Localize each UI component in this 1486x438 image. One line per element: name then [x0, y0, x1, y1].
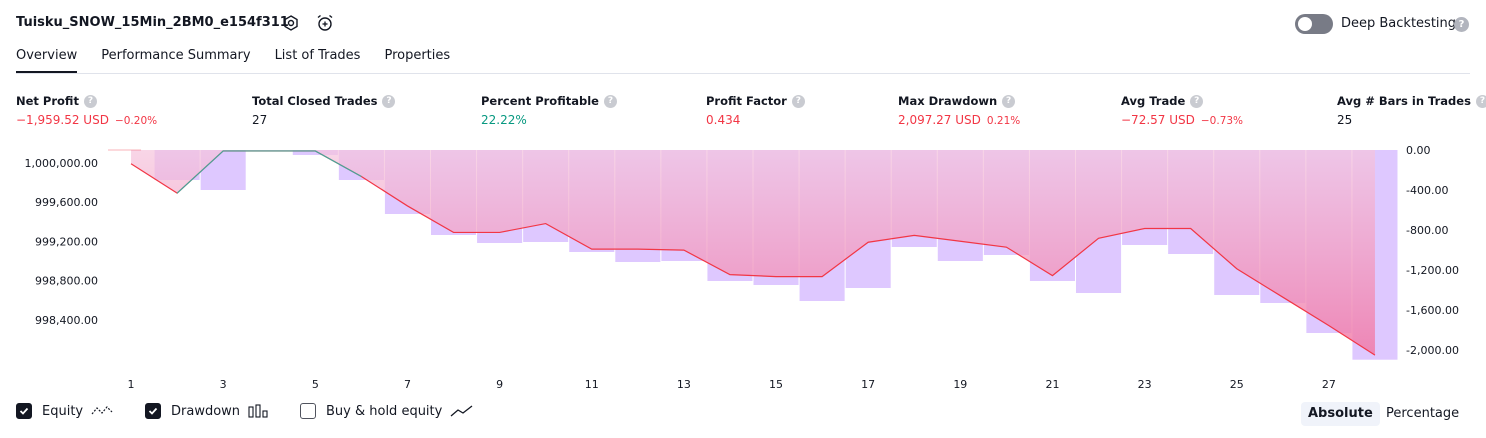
- tab-properties[interactable]: Properties: [384, 48, 451, 63]
- metric-percent: −0.73%: [1200, 115, 1244, 127]
- help-icon[interactable]: ?: [1190, 94, 1204, 108]
- buy-hold-checkbox[interactable]: [300, 403, 316, 419]
- tab-list-of-trades[interactable]: List of Trades: [274, 48, 361, 63]
- strategy-name: Tuisku_SNOW_15Min_2BM0_e154f311: [16, 15, 289, 30]
- legend-buy-hold[interactable]: Buy & hold equity: [300, 403, 474, 419]
- x-axis-tick: 19: [953, 378, 967, 391]
- toggle-knob: [1298, 17, 1312, 31]
- metric-label: Profit Factor: [706, 94, 787, 108]
- drawdown-bars-icon: [248, 404, 268, 418]
- right-axis-tick: 0.00: [1406, 144, 1431, 157]
- drawdown-bar: [292, 150, 338, 155]
- legend-drawdown-label: Drawdown: [171, 403, 241, 419]
- equity-layer: [108, 149, 1376, 356]
- x-axis-tick: 5: [312, 378, 319, 391]
- left-axis-tick: 999,600.00: [35, 196, 98, 209]
- buy-hold-line-icon: [450, 405, 473, 417]
- right-axis-tick: -800.00: [1406, 224, 1448, 237]
- x-axis-tick: 9: [496, 378, 503, 391]
- help-icon[interactable]: ?: [1475, 94, 1486, 108]
- metric-total-closed-trades: Total Closed Trades? 27: [252, 94, 396, 127]
- x-axis-tick: 15: [769, 378, 783, 391]
- left-axis: 1,000,000.00 999,600.00 999,200.00 998,800.…: [25, 157, 98, 327]
- metric-label: Net Profit: [16, 94, 79, 108]
- help-icon[interactable]: ?: [1002, 94, 1016, 108]
- equity-area-negative: [131, 150, 1375, 356]
- settings-icon[interactable]: [281, 13, 301, 33]
- metric-value: −72.57 USD: [1121, 113, 1195, 127]
- tab-overview[interactable]: Overview: [16, 48, 78, 74]
- settings-icon-glyph: [284, 15, 298, 31]
- metric-percent: 0.21%: [986, 115, 1021, 127]
- metric-label: Total Closed Trades: [252, 94, 378, 108]
- x-axis-tick: 13: [677, 378, 691, 391]
- mode-percentage-button[interactable]: Percentage: [1386, 406, 1460, 421]
- metric-value: 2,097.27 USD: [898, 113, 981, 127]
- left-axis-tick: 999,200.00: [35, 235, 98, 248]
- legend-drawdown[interactable]: Drawdown: [145, 403, 270, 419]
- x-axis-tick: 21: [1045, 378, 1059, 391]
- deep-backtesting-toggle[interactable]: [1295, 14, 1333, 34]
- x-axis-tick: 17: [861, 378, 875, 391]
- metric-profit-factor: Profit Factor? 0.434: [706, 94, 805, 127]
- left-axis-tick: 998,400.00: [35, 314, 98, 327]
- metric-net-profit: Net Profit? −1,959.52 USD −0.20%: [16, 94, 157, 127]
- check-icon: [19, 407, 29, 415]
- metric-value: 27: [252, 113, 268, 127]
- metric-label: Avg Trade: [1121, 94, 1186, 108]
- legend-buy-hold-label: Buy & hold equity: [326, 403, 443, 419]
- metric-avg-trade: Avg Trade? −72.57 USD −0.73%: [1121, 94, 1243, 127]
- x-axis-tick: 3: [220, 378, 227, 391]
- mode-absolute-button[interactable]: Absolute: [1301, 402, 1380, 426]
- drawdown-checkbox[interactable]: [145, 403, 161, 419]
- x-axis-tick: 7: [404, 378, 411, 391]
- tab-performance-summary[interactable]: Performance Summary: [101, 48, 251, 63]
- help-icon[interactable]: ?: [1454, 17, 1469, 32]
- metric-label: Percent Profitable: [481, 94, 599, 108]
- right-axis-tick: -400.00: [1406, 184, 1448, 197]
- metric-avg-bars-in-trades: Avg # Bars in Trades? 25: [1337, 94, 1486, 127]
- equity-line-icon: [91, 406, 113, 415]
- alarm-add-icon[interactable]: [315, 13, 335, 33]
- metric-max-drawdown: Max Drawdown? 2,097.27 USD 0.21%: [898, 94, 1020, 127]
- help-icon[interactable]: ?: [382, 94, 396, 108]
- right-axis-tick: -1,600.00: [1406, 304, 1459, 317]
- help-icon[interactable]: ?: [791, 94, 805, 108]
- right-axis-tick: -2,000.00: [1406, 344, 1459, 357]
- left-axis-tick: 1,000,000.00: [25, 157, 98, 170]
- metric-label: Avg # Bars in Trades: [1337, 94, 1471, 108]
- alarm-add-icon-glyph: [317, 14, 333, 31]
- tabs-divider: [16, 73, 1470, 74]
- legend-equity-label: Equity: [42, 403, 84, 419]
- deep-backtesting-label: Deep Backtesting: [1341, 16, 1457, 31]
- tab-bar: Overview Performance Summary List of Tra…: [16, 48, 474, 74]
- x-axis-tick: 25: [1230, 378, 1244, 391]
- x-axis-tick: 27: [1322, 378, 1336, 391]
- x-axis-tick: 11: [585, 378, 599, 391]
- metric-percent: −0.20%: [114, 115, 158, 127]
- x-axis-tick: 23: [1138, 378, 1152, 391]
- x-axis-tick: 1: [128, 378, 135, 391]
- x-axis: 1 3 5 7 9 11 13 15 17 19 21 23 25 27: [128, 378, 1336, 391]
- metric-value: 22.22%: [481, 113, 527, 127]
- metric-value: 25: [1337, 113, 1353, 127]
- equity-checkbox[interactable]: [16, 403, 32, 419]
- metric-label: Max Drawdown: [898, 94, 998, 108]
- equity-chart[interactable]: 1,000,000.00 999,600.00 999,200.00 998,800.…: [0, 140, 1486, 392]
- left-axis-tick: 998,800.00: [35, 275, 98, 288]
- equity-line-positive: [176, 150, 362, 194]
- legend-equity[interactable]: Equity: [16, 403, 115, 419]
- metric-percent-profitable: Percent Profitable? 22.22%: [481, 94, 617, 127]
- help-icon[interactable]: ?: [603, 94, 617, 108]
- right-axis: 0.00 -400.00 -800.00 -1,200.00 -1,600.00 -2,0…: [1406, 144, 1459, 357]
- check-icon: [148, 407, 158, 415]
- help-icon[interactable]: ?: [83, 94, 97, 108]
- right-axis-tick: -1,200.00: [1406, 264, 1459, 277]
- metric-value: 0.434: [706, 113, 741, 127]
- metric-value: −1,959.52 USD: [16, 113, 109, 127]
